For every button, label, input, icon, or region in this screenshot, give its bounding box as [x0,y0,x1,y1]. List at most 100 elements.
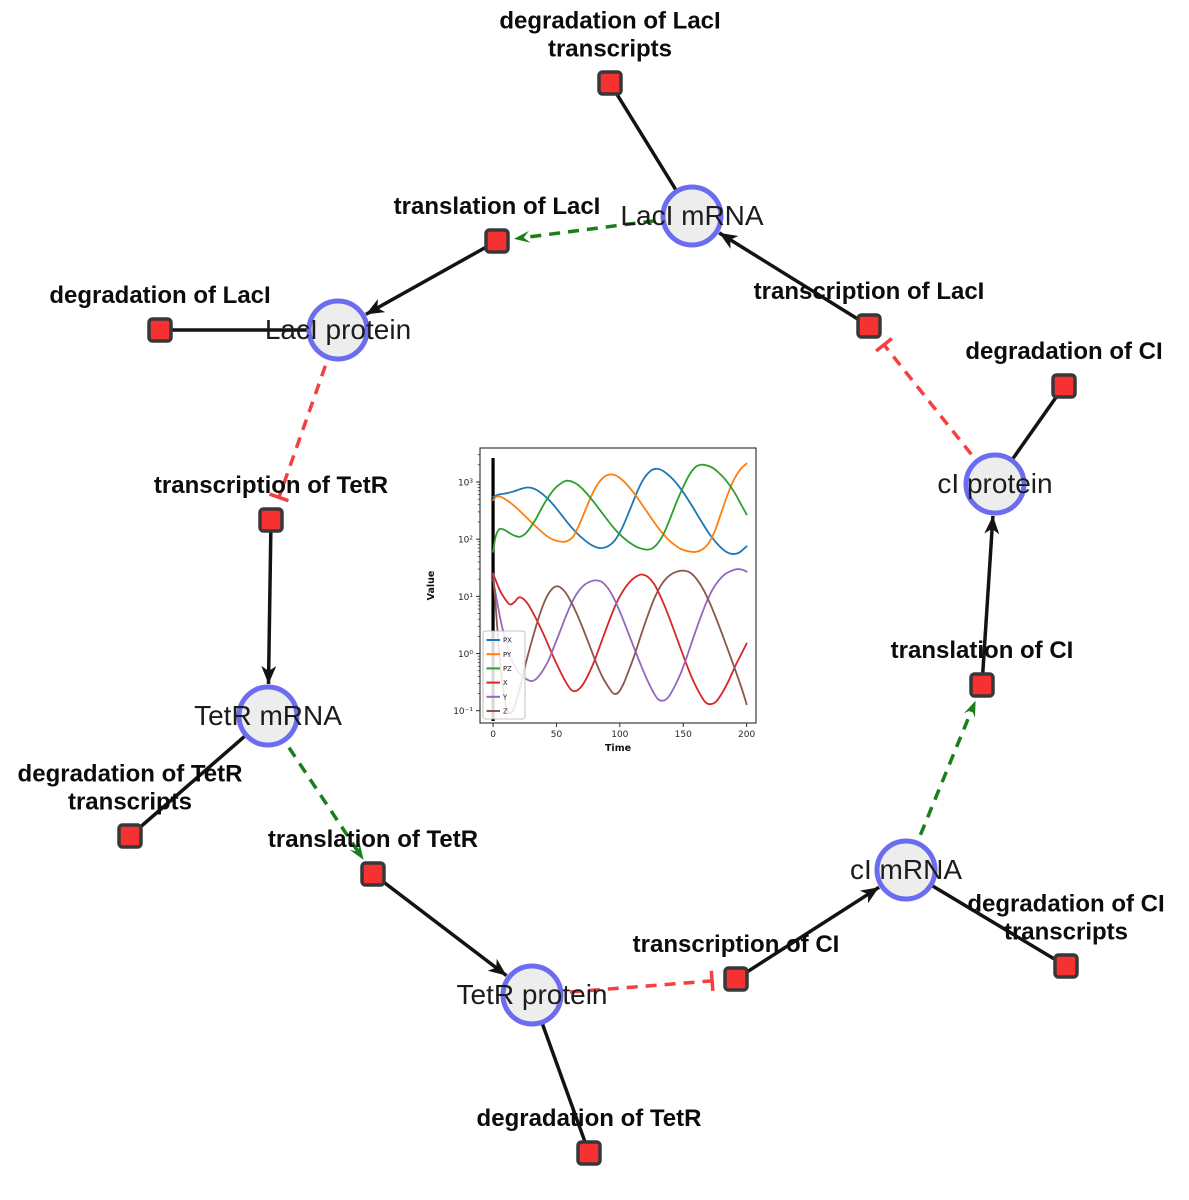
x-tick-label: 50 [551,730,563,740]
species-node-tetr-protein [500,963,564,1027]
edge-tetr-protein-to-transcr-ci-tbar [709,970,715,991]
edge-transl-tetr-to-tetr-protein-arrowhead [487,958,507,976]
reaction-node-deg-tetr [576,1140,602,1166]
legend-item-PY: PY [486,651,512,659]
reaction-label-line: transcription of TetR [153,472,389,500]
reaction-label-transl-tetr: translation of TetR [268,826,478,854]
reaction-node-deg-laci-transcripts [597,70,623,96]
legend-item-Y: Y [486,693,508,701]
reaction-label-deg-laci: degradation of LacI [49,282,270,310]
edge-transcr-ci-to-ci-mrna [735,885,881,981]
edge-transcr-laci-to-laci-mrna-arrowhead [719,232,739,249]
reaction-node-deg-tetr-transcripts [117,823,143,849]
legend-label: X [503,679,508,687]
species-label-laci-protein: LacI protein [264,314,412,345]
legend-label: Y [502,693,508,701]
y-tick-label: 10³ [458,478,473,488]
reaction-label-line: translation of TetR [267,826,479,854]
x-tick-label: 150 [675,730,692,740]
edge-transl-tetr-to-tetr-protein [371,872,508,978]
reaction-label-line: degradation of CI [965,338,1163,366]
y-tick-label: 10⁰ [458,650,473,660]
legend-label: PY [503,651,512,659]
y-tick-label: 10² [458,536,473,546]
edge-ci-mrna-to-transl-ci-arrowhead [963,700,976,718]
reaction-label-line: transcription of CI [632,931,840,959]
reaction-node-deg-ci-transcripts [1053,953,1079,979]
reaction-label-transcr-ci: transcription of CI [633,931,840,959]
edge-transcr-laci-to-laci-mrna [718,231,870,328]
reaction-label-line: degradation of LacI [499,7,721,35]
species-node-ci-protein [963,452,1027,516]
reaction-label-deg-ci: degradation of CI [965,338,1162,366]
legend-label: Z [503,708,508,716]
reaction-label-transcr-tetr: transcription of TetR [154,472,388,500]
legend-item-PZ: PZ [486,665,512,673]
edge-transl-laci-to-laci-protein-arrowhead [365,299,386,315]
legend-item-PX: PX [486,637,512,645]
edge-transcr-ci-to-ci-mrna-arrowhead [859,887,880,904]
y-tick-label: 10¹ [458,593,473,603]
reaction-label-line: transcripts [547,35,673,63]
reaction-label-deg-tetr: degradation of TetR [477,1105,702,1133]
reaction-label-line: degradation of CI [967,890,1165,918]
series-PZ [492,463,748,553]
series-PX [492,467,748,555]
reaction-label-line: translation of CI [890,637,1074,665]
species-node-ci-mrna [874,838,938,902]
species-node-laci-protein [306,298,370,362]
species-label-laci-mrna: LacI mRNA [620,200,764,231]
species-label-ci-mrna: cI mRNA [850,854,962,885]
x-axis-label: Time [605,743,631,754]
legend-label: PZ [503,665,512,673]
reaction-label-line: degradation of TetR [476,1105,702,1133]
legend-item-X: X [486,679,508,687]
x-axis: 0 50 100 150 200 Time [490,723,755,754]
reaction-label-transcr-laci: transcription of LacI [754,278,985,306]
reaction-node-transcr-laci [856,313,882,339]
reaction-label-deg-tetr-transcripts: degradation of TetR transcripts [18,760,243,816]
y-tick-label: 10⁻¹ [453,707,473,717]
edge-transl-ci-to-ci-protein [980,515,995,686]
reaction-label-transl-laci: translation of LacI [394,193,601,221]
reaction-label-line: transcripts [67,788,193,816]
species-node-tetr-mrna [236,684,300,748]
series-X [492,572,748,706]
edge-transl-ci-to-ci-protein-arrowhead [984,515,1000,535]
x-tick-label: 100 [611,730,628,740]
edge-transcr-tetr-to-tetr-mrna-arrowhead [261,665,277,684]
x-tick-label: 200 [738,730,755,740]
edge-transl-laci-to-laci-protein [365,239,498,316]
species-label-tetr-mrna: TetR mRNA [194,700,342,731]
legend-item-Z: Z [486,708,508,716]
reaction-node-deg-laci [147,317,173,343]
edge-transcr-tetr-to-tetr-mrna [266,519,273,685]
species-label-tetr-protein: TetR protein [456,979,608,1010]
reaction-label-line: translation of LacI [393,193,601,221]
legend-label: PX [503,637,512,645]
reaction-label-line: transcription of LacI [753,278,985,306]
reaction-label-line: transcripts [1003,918,1129,946]
legend: PX PY PZ XYZ [482,630,526,720]
x-tick-label: 0 [490,730,496,740]
reaction-label-line: degradation of TetR [17,760,243,788]
edge-ci-protein-to-transcr-laci-tbar [875,337,893,353]
reaction-node-deg-ci [1051,373,1077,399]
reaction-node-transl-laci [484,228,510,254]
timecourse-inset-chart: 0 50 100 150 200Time10⁻¹10⁰10¹10²10³ValuePXP… [426,447,757,754]
reaction-node-transl-tetr [360,861,386,887]
reaction-label-line: degradation of LacI [49,282,271,310]
edge-tetr-mrna-to-transl-tetr-arrowhead [349,843,364,860]
reaction-node-transcr-tetr [258,507,284,533]
species-node-laci-mrna [660,184,724,248]
reaction-label-transl-ci: translation of CI [891,637,1074,665]
reaction-label-deg-laci-transcripts: degradation of LacI transcripts [499,7,720,63]
edge-laci-protein-to-transcr-tetr-tbar [268,492,289,503]
species-label-ci-protein: cI protein [937,468,1053,499]
y-axis: 10⁻¹ 10⁰ 10¹ 10² 10³ Value [426,454,480,717]
reaction-node-transl-ci [969,672,995,698]
y-axis-label: Value [426,571,437,601]
reaction-label-deg-ci-transcripts: degradation of CI transcripts [967,890,1164,946]
